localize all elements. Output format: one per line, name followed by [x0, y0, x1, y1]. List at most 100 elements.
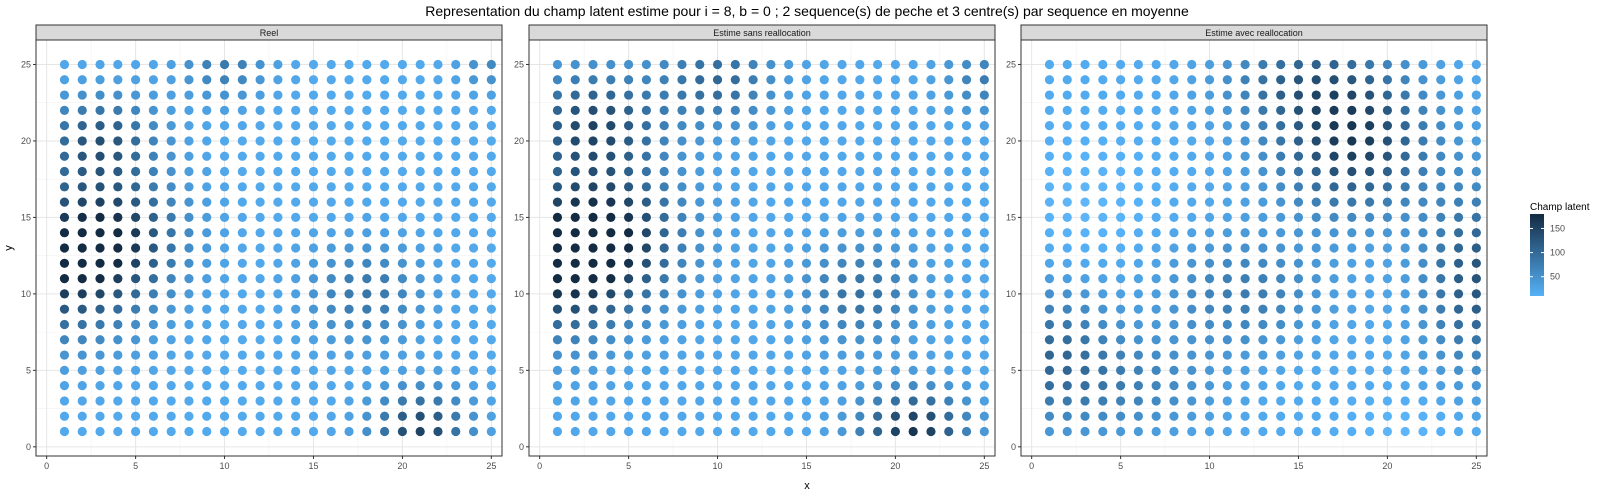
data-point [433, 365, 443, 375]
data-point [819, 335, 829, 345]
data-point [908, 289, 918, 299]
data-point [1080, 182, 1090, 192]
data-point [59, 136, 70, 146]
data-point [397, 289, 407, 299]
data-point [184, 411, 194, 421]
data-point [95, 105, 105, 115]
data-point [1293, 350, 1304, 360]
data-point [1169, 197, 1179, 207]
data-point [659, 90, 669, 100]
data-point [1418, 411, 1428, 421]
data-point [695, 197, 705, 207]
data-point [326, 289, 336, 299]
data-point [624, 182, 634, 192]
data-point [326, 273, 336, 284]
data-point [397, 151, 407, 161]
data-point [113, 289, 123, 299]
data-point [1418, 350, 1428, 360]
data-point [148, 75, 158, 85]
data-point [570, 411, 580, 421]
data-point [926, 182, 936, 192]
data-point [624, 365, 634, 375]
data-point [131, 381, 141, 391]
data-point [486, 59, 496, 70]
data-point [961, 273, 972, 284]
data-point [837, 411, 847, 421]
data-point [677, 335, 687, 345]
data-point [552, 350, 563, 360]
data-point [570, 289, 580, 299]
data-point [95, 381, 105, 391]
data-point [397, 182, 407, 192]
data-point [908, 136, 918, 146]
data-point [695, 90, 705, 100]
data-point [1080, 151, 1090, 161]
data-point [1187, 258, 1197, 268]
data-point [819, 243, 829, 253]
data-point [255, 121, 265, 131]
data-point [712, 121, 723, 131]
data-point [1062, 75, 1072, 85]
data-point [273, 381, 283, 391]
data-point [1151, 136, 1161, 146]
data-point [1204, 304, 1215, 314]
data-point [326, 365, 336, 375]
data-point [837, 90, 847, 100]
data-point [1098, 304, 1108, 314]
data-point [588, 243, 598, 253]
data-point [1222, 319, 1232, 330]
data-point [397, 273, 407, 284]
data-point [468, 289, 479, 299]
data-point [979, 396, 989, 406]
data-point [1293, 289, 1304, 299]
data-point [1276, 228, 1286, 238]
data-point [570, 365, 580, 375]
data-point [1240, 197, 1250, 207]
data-point [95, 75, 105, 85]
data-point [1187, 335, 1197, 345]
data-point [1311, 273, 1321, 284]
data-point [819, 197, 829, 207]
data-point [202, 304, 212, 314]
data-point [873, 426, 883, 437]
data-point [624, 335, 634, 345]
data-point [1080, 90, 1090, 100]
data-point [801, 411, 812, 421]
data-point [730, 426, 740, 437]
data-point [1311, 166, 1321, 177]
data-point [486, 197, 496, 207]
data-point [695, 381, 705, 391]
data-point [1276, 258, 1286, 268]
data-point [624, 411, 634, 421]
data-point [659, 151, 669, 161]
data-point [1418, 228, 1428, 238]
data-point [659, 411, 669, 421]
data-point [1098, 136, 1108, 146]
data-point [308, 365, 319, 375]
data-point [468, 75, 479, 85]
data-point [1258, 151, 1268, 161]
data-point [1471, 381, 1481, 391]
data-point [131, 166, 141, 177]
data-point [1382, 105, 1392, 115]
data-point [113, 426, 123, 437]
data-point [1151, 228, 1161, 238]
data-point [979, 411, 989, 421]
data-point [659, 228, 669, 238]
data-point [433, 304, 443, 314]
data-point [219, 182, 230, 192]
data-point [677, 105, 687, 115]
data-point [113, 182, 123, 192]
x-tick-label: 0 [537, 461, 542, 471]
data-point [1293, 136, 1304, 146]
data-point [1080, 396, 1090, 406]
data-point [1436, 319, 1446, 330]
data-point [1382, 121, 1392, 131]
data-point [113, 166, 123, 177]
data-point [944, 289, 954, 299]
data-point [451, 365, 461, 375]
data-point [890, 411, 901, 421]
data-point [730, 75, 740, 85]
y-tick-label: 5 [519, 365, 524, 375]
